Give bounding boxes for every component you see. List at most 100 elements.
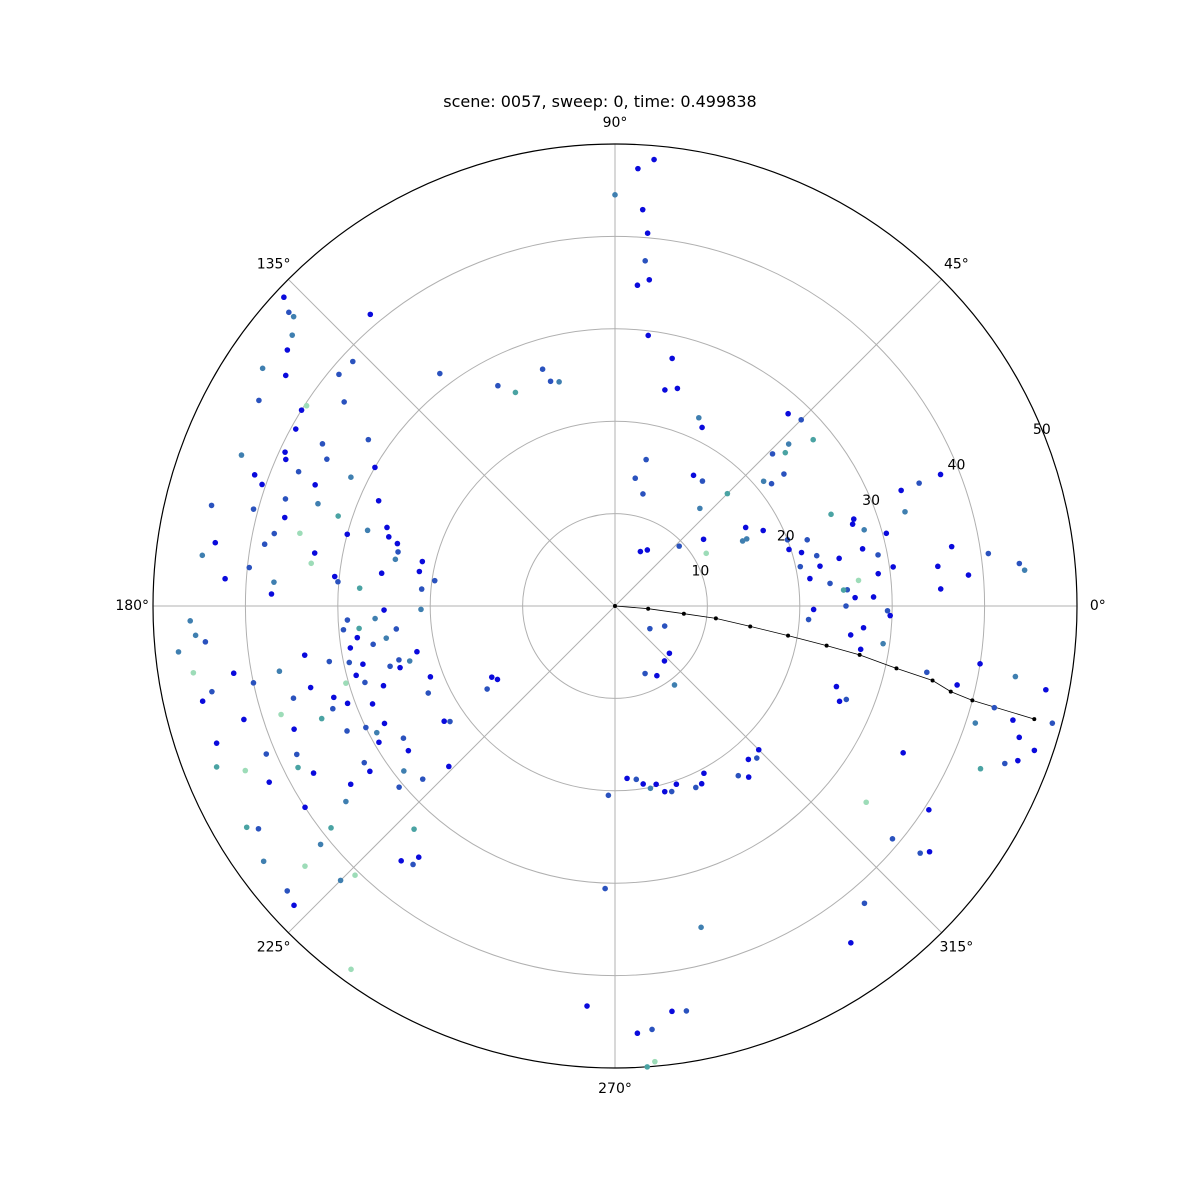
radar-point xyxy=(308,560,315,567)
radar-point xyxy=(281,514,288,521)
radar-point xyxy=(662,387,668,393)
radar-point xyxy=(297,530,303,537)
chart-title: scene: 0057, sweep: 0, time: 0.499838 xyxy=(443,92,757,111)
radar-point xyxy=(344,728,350,734)
radar-point xyxy=(870,594,877,600)
radar-point xyxy=(289,332,296,338)
radar-point xyxy=(199,698,206,704)
radar-point xyxy=(378,570,385,577)
radar-point xyxy=(243,824,250,831)
radar-point xyxy=(644,547,651,553)
trajectory-point xyxy=(1032,717,1037,722)
radar-point xyxy=(1043,686,1049,693)
theta-gridline-45 xyxy=(614,278,943,607)
radar-point xyxy=(346,659,353,666)
radar-point xyxy=(612,192,618,198)
radar-point xyxy=(259,365,266,372)
radar-point xyxy=(292,426,299,432)
radar-point xyxy=(361,759,368,766)
radar-point xyxy=(425,690,432,696)
radar-point xyxy=(282,496,289,502)
radar-point xyxy=(286,309,292,316)
radar-point xyxy=(394,540,401,547)
radar-point xyxy=(405,747,412,754)
radar-point xyxy=(654,672,660,679)
radar-point xyxy=(661,658,668,664)
radar-point xyxy=(698,924,704,931)
radar-point xyxy=(644,230,651,237)
radar-point xyxy=(634,282,641,289)
radar-point xyxy=(259,481,265,488)
radar-point xyxy=(282,456,289,463)
radar-point xyxy=(645,332,652,339)
radar-point xyxy=(965,572,972,578)
radar-point xyxy=(341,399,347,405)
radar-point xyxy=(991,704,998,711)
radar-point xyxy=(696,414,702,421)
radar-point xyxy=(782,449,789,456)
radar-point xyxy=(602,885,608,892)
radar-point xyxy=(745,774,752,780)
radar-point xyxy=(419,558,426,565)
radar-point xyxy=(804,537,811,543)
radar-point xyxy=(649,1026,655,1033)
radar-point xyxy=(699,478,706,484)
radar-point xyxy=(887,612,893,619)
radar-point xyxy=(703,550,710,557)
radar-point xyxy=(284,347,291,353)
radar-point xyxy=(230,670,237,677)
radar-point xyxy=(437,370,443,377)
radar-point xyxy=(202,639,209,645)
radar-point xyxy=(238,452,245,458)
radar-point xyxy=(917,850,923,856)
radar-point xyxy=(661,623,668,629)
r-tick-label: 20 xyxy=(777,528,795,544)
radar-point xyxy=(849,521,856,527)
radar-point xyxy=(190,669,197,676)
radar-point xyxy=(318,715,325,722)
trajectory-point xyxy=(970,698,975,703)
radar-point xyxy=(372,464,378,471)
radar-point xyxy=(367,311,374,318)
radar-point xyxy=(884,607,891,614)
radar-point xyxy=(1012,673,1019,680)
radar-point xyxy=(340,626,347,633)
trajectory-layer xyxy=(613,604,1037,722)
radar-point xyxy=(652,1058,658,1065)
r-tick-label: 50 xyxy=(1033,422,1051,438)
trajectory-point xyxy=(948,689,953,694)
theta-tick-label: 180° xyxy=(115,598,149,614)
radar-point xyxy=(512,389,519,396)
radar-point xyxy=(255,825,262,832)
radar-point xyxy=(416,568,423,575)
points-layer xyxy=(175,156,1056,1070)
radar-point xyxy=(431,577,438,584)
radar-point xyxy=(295,468,302,475)
radar-point xyxy=(605,792,612,799)
radar-point xyxy=(647,625,653,632)
radar-point xyxy=(700,536,707,543)
radar-point xyxy=(418,586,425,592)
theta-tick-label: 135° xyxy=(257,257,291,273)
radar-point xyxy=(343,680,349,686)
trajectory-point xyxy=(613,604,617,608)
r-tick-label: 10 xyxy=(691,564,709,580)
radar-point xyxy=(797,563,804,570)
trajectory-point xyxy=(786,633,791,638)
radar-point xyxy=(781,471,787,477)
radar-point xyxy=(352,872,358,878)
radar-point xyxy=(411,826,417,832)
radar-point xyxy=(397,664,403,671)
radar-point xyxy=(370,641,376,648)
radar-point xyxy=(209,688,215,695)
radar-point xyxy=(798,549,805,556)
radar-point xyxy=(328,825,334,831)
radar-point xyxy=(406,658,413,664)
radar-point xyxy=(414,648,420,655)
radar-point xyxy=(330,705,336,712)
radar-point xyxy=(972,720,979,726)
radar-point xyxy=(415,854,422,861)
radar-point xyxy=(494,676,501,683)
radar-point xyxy=(381,607,387,613)
